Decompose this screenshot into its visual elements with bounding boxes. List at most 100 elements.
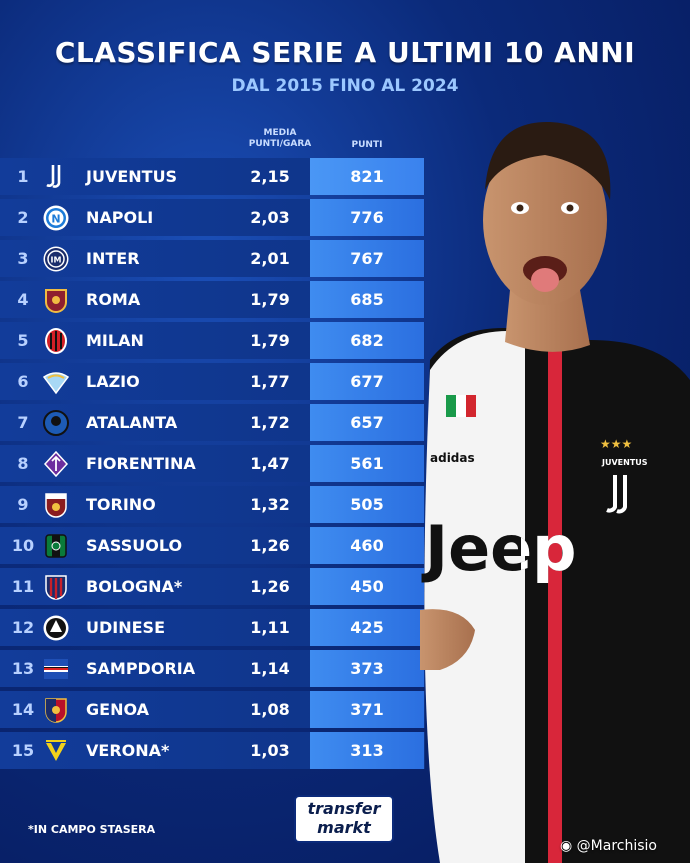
- table-row: 15 VERONA* 1,03 313: [0, 732, 425, 769]
- row-position: 14: [11, 700, 35, 719]
- svg-text:adidas: adidas: [430, 451, 475, 465]
- row-position: 9: [17, 495, 29, 514]
- row-team: GENOA: [86, 700, 150, 719]
- table-row: 14 GENOA 1,08 371: [0, 691, 425, 728]
- row-position: 2: [17, 208, 29, 227]
- inter-logo-icon: IM: [42, 245, 70, 273]
- row-position: 12: [11, 618, 35, 637]
- table-row: 7 ATALANTA 1,72 657: [0, 404, 425, 441]
- row-position: 10: [11, 536, 35, 555]
- napoli-logo-icon: N: [42, 204, 70, 232]
- row-points: 682: [310, 322, 424, 359]
- row-team: SAMPDORIA: [86, 659, 196, 678]
- row-points: 767: [310, 240, 424, 277]
- player-photo: adidas JUVENTUS ★★★ Jeep Jeep: [420, 121, 690, 863]
- brand-line1: transfer: [307, 799, 381, 818]
- row-points: 371: [310, 691, 424, 728]
- row-points: 776: [310, 199, 424, 236]
- svg-text:N: N: [51, 213, 60, 226]
- row-points: 373: [310, 650, 424, 687]
- row-team: UDINESE: [86, 618, 165, 637]
- row-position: 13: [11, 659, 35, 678]
- row-points: 677: [310, 363, 424, 400]
- roma-logo-icon: [42, 286, 70, 314]
- row-points: 450: [310, 568, 424, 605]
- row-team: JUVENTUS: [86, 167, 178, 186]
- torino-logo-icon: [42, 491, 70, 519]
- weibo-icon: ◉: [560, 838, 577, 854]
- table-row: 13 SAMPDORIA 1,14 373: [0, 650, 425, 687]
- row-team: VERONA*: [86, 741, 170, 760]
- row-points: 460: [310, 527, 424, 564]
- verona-logo-icon: [42, 737, 70, 765]
- row-position: 4: [17, 290, 29, 309]
- avg-header-line2: PUNTI/GARA: [248, 139, 312, 149]
- row-points: 505: [310, 486, 424, 523]
- row-points: 561: [310, 445, 424, 482]
- row-average: 1,08: [250, 700, 290, 719]
- row-position: 3: [17, 249, 29, 268]
- table-row: 11 BOLOGNA* 1,26 450: [0, 568, 425, 605]
- sassuolo-logo-icon: [42, 532, 70, 560]
- row-position: 8: [17, 454, 29, 473]
- row-average: 1,47: [250, 454, 290, 473]
- table-row: 2 N NAPOLI 2,03 776: [0, 199, 425, 236]
- row-team: INTER: [86, 249, 140, 268]
- row-position: 5: [17, 331, 29, 350]
- row-team: LAZIO: [86, 372, 140, 391]
- row-team: FIORENTINA: [86, 454, 196, 473]
- row-average: 1,03: [250, 741, 290, 760]
- row-average: 1,77: [250, 372, 290, 391]
- svg-text:IM: IM: [51, 256, 62, 265]
- row-team: TORINO: [86, 495, 156, 514]
- watermark: ◉ @Marchisio: [560, 838, 657, 854]
- table-row: 9 TORINO 1,32 505: [0, 486, 425, 523]
- transfermarkt-logo: transfer markt: [296, 797, 392, 841]
- row-average: 1,26: [250, 536, 290, 555]
- udinese-logo-icon: [42, 614, 70, 642]
- footnote: *IN CAMPO STASERA: [28, 823, 156, 836]
- row-team: NAPOLI: [86, 208, 154, 227]
- table-row: 12 UDINESE 1,11 425: [0, 609, 425, 646]
- row-average: 1,14: [250, 659, 290, 678]
- row-points: 425: [310, 609, 424, 646]
- row-points: 821: [310, 158, 424, 195]
- row-average: 2,03: [250, 208, 290, 227]
- genoa-logo-icon: [42, 696, 70, 724]
- table-row: 4 ROMA 1,79 685: [0, 281, 425, 318]
- fiorentina-logo-icon: [42, 450, 70, 478]
- avg-header-line1: MEDIA: [263, 128, 297, 138]
- row-position: 7: [17, 413, 29, 432]
- row-average: 2,15: [250, 167, 290, 186]
- row-team: SASSUOLO: [86, 536, 183, 555]
- table-row: 8 FIORENTINA 1,47 561: [0, 445, 425, 482]
- row-team: BOLOGNA*: [86, 577, 183, 596]
- table-row: 10 SASSUOLO 1,26 460: [0, 527, 425, 564]
- row-average: 1,72: [250, 413, 290, 432]
- svg-text:★★★: ★★★: [600, 437, 632, 451]
- page-subtitle: DAL 2015 FINO AL 2024: [231, 76, 459, 96]
- row-position: 1: [17, 167, 29, 186]
- milan-logo-icon: [42, 327, 70, 355]
- row-average: 1,32: [250, 495, 290, 514]
- atalanta-logo-icon: [42, 409, 70, 437]
- table-row: 5 MILAN 1,79 682: [0, 322, 425, 359]
- row-average: 1,79: [250, 331, 290, 350]
- shirt-sponsor-text: Jeep: [421, 512, 577, 585]
- row-points: 313: [310, 732, 424, 769]
- lazio-logo-icon: [42, 368, 70, 396]
- row-position: 11: [11, 577, 35, 596]
- row-points: 657: [310, 404, 424, 441]
- row-position: 15: [11, 741, 35, 760]
- row-average: 1,11: [250, 618, 290, 637]
- juventus-logo-icon: [42, 163, 70, 191]
- bologna-logo-icon: [42, 573, 70, 601]
- row-team: MILAN: [86, 331, 144, 350]
- table-row: 6 LAZIO 1,77 677: [0, 363, 425, 400]
- row-position: 6: [17, 372, 29, 391]
- row-points: 685: [310, 281, 424, 318]
- row-average: 2,01: [250, 249, 290, 268]
- brand-line2: markt: [317, 818, 371, 837]
- points-column-header: PUNTI: [351, 140, 383, 150]
- watermark-text: @Marchisio: [576, 838, 657, 854]
